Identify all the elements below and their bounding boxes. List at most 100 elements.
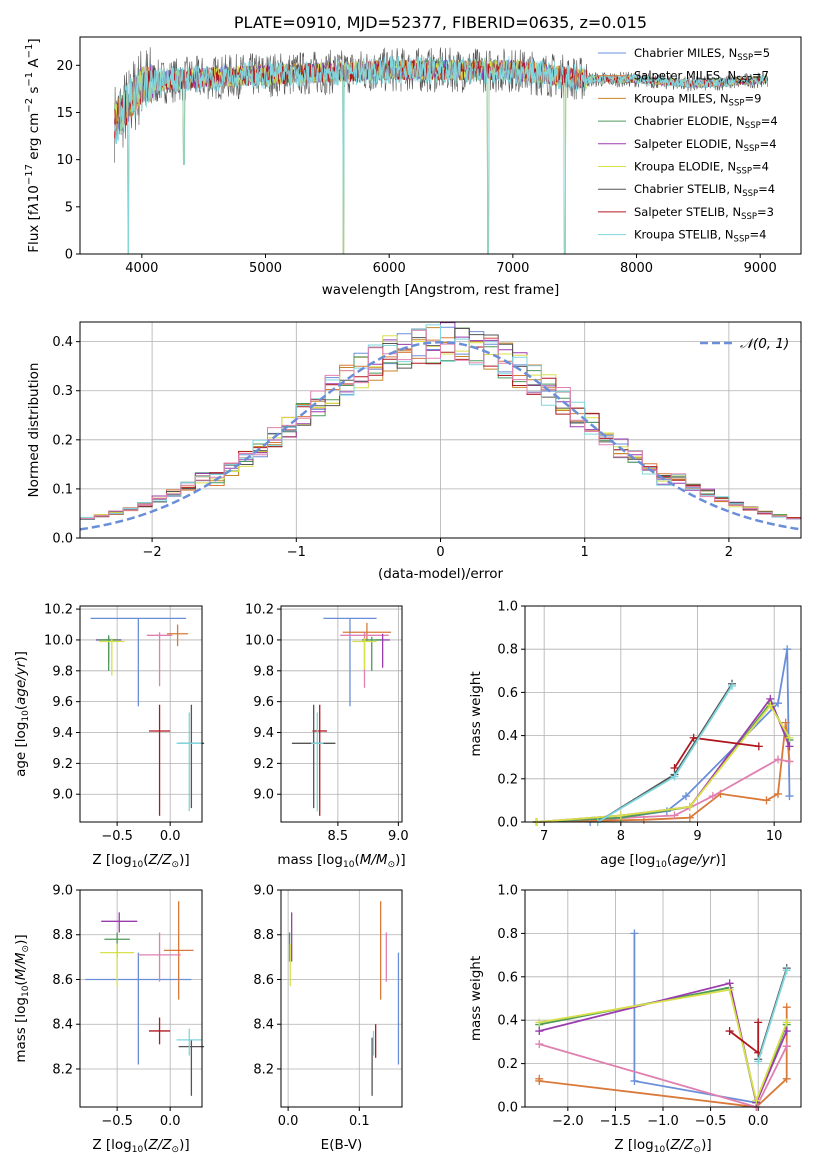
x-tick-label: 8.5: [328, 829, 349, 844]
legend-entry: Chabrier ELODIE, NSSP=4: [634, 114, 778, 131]
series-line: [536, 722, 791, 823]
y-tick-label: 9.4: [52, 726, 73, 741]
x-tick-label: 8: [617, 829, 625, 844]
y-tick-label: 0.2: [497, 772, 518, 787]
y-tick-label: 8.6: [253, 973, 274, 988]
y-tick-label: 0.6: [497, 686, 518, 701]
y-tick-label: 8.2: [52, 1062, 73, 1077]
mass-vs-extinction-panel: 0.0 0.1 8.2 8.4 8.6 8.8 9.0 E(B-V): [253, 884, 403, 1153]
mass-weight-series: [754, 966, 791, 1066]
spectrum-title: PLATE=0910, MJD=52377, FIBERID=0635, z=0…: [234, 13, 647, 32]
plus-marker: [774, 755, 782, 764]
y-tick-label: 9.0: [253, 788, 274, 803]
spectrum-y-label: Flux [fλ10−17 erg cm−2 s−1 A−1]: [24, 38, 42, 252]
errorbar-point: [146, 632, 173, 687]
plus-marker: [785, 733, 794, 742]
x-tick-label: −1: [287, 545, 306, 560]
y-tick-label: 0.4: [52, 335, 73, 350]
x-tick-label: −0.5: [695, 1114, 727, 1129]
errorbar-point: [176, 712, 202, 812]
y-tick-label: 8.2: [253, 1062, 274, 1077]
x-axis-label: Z [log10(Z/Z⊙)]: [614, 1137, 711, 1155]
plus-marker: [782, 1074, 791, 1083]
y-tick-label: 8.4: [253, 1018, 274, 1033]
y-tick-label: 8.4: [52, 1018, 73, 1033]
y-tick-label: 0.2: [52, 433, 73, 448]
plus-marker: [752, 1096, 761, 1105]
plus-marker: [535, 1027, 544, 1036]
legend-entry: Kroupa MILES, NSSP=9: [634, 91, 761, 108]
plus-marker: [670, 772, 679, 781]
x-tick-label: 0.0: [748, 1114, 769, 1129]
errorbar-point: [176, 1028, 202, 1056]
legend-entry: Kroupa STELIB, NSSP=4: [634, 228, 766, 245]
y-tick-label: 1.0: [497, 600, 518, 615]
errorbar-point: [362, 636, 382, 671]
plus-marker: [630, 1076, 639, 1085]
y-tick-label: 0.4: [497, 1014, 518, 1029]
errorbar-point: [312, 704, 327, 816]
mass-weight-series: [725, 1018, 763, 1057]
series-line: [539, 988, 788, 1104]
errorbar-point: [148, 1017, 171, 1045]
y-tick-label: 0.8: [497, 927, 518, 942]
plus-marker: [535, 1018, 544, 1027]
x-tick-label: −0.5: [101, 1114, 133, 1129]
axes-frame: [79, 36, 802, 255]
y-tick-label: 8.6: [52, 973, 73, 988]
y-tick-label: 8.8: [253, 928, 274, 943]
errorbar-point: [178, 704, 205, 809]
plus-marker: [670, 811, 679, 820]
errorbar-point: [166, 624, 189, 647]
x-tick-label: 2: [725, 545, 733, 560]
plus-marker: [725, 985, 734, 994]
plus-marker: [754, 742, 763, 751]
mass-weight-series: [535, 985, 791, 1105]
plus-marker: [682, 792, 690, 801]
axes-frame: [280, 605, 403, 823]
axes-frame: [524, 605, 802, 823]
x-tick-label: 9: [693, 829, 701, 844]
x-tick-label: 8000: [620, 261, 653, 276]
plus-marker: [630, 929, 639, 938]
x-tick-label: 1: [581, 545, 589, 560]
mass-vs-metallicity-panel: −0.5 0.0 8.2 8.4 8.6 8.8 9.0 Z [log10(Z/Z⊙)] mas…: [13, 884, 205, 1155]
plus-marker: [762, 796, 771, 805]
x-axis-label: mass [log10(M/M⊙)]: [277, 852, 405, 870]
mass-weight-series: [630, 929, 761, 1107]
y-tick-label: 10.0: [245, 633, 274, 648]
spectrum-x-label: wavelength [Angstrom, rest frame]: [322, 282, 560, 298]
errorbar-point: [375, 633, 390, 668]
axes-frame: [79, 889, 203, 1108]
plus-marker: [785, 742, 794, 751]
mass-weight-series: [593, 679, 736, 826]
x-tick-label: 6000: [373, 261, 406, 276]
mass-weight-vs-metallicity-panel: −2.0 −1.5 −1.0 −0.5 0.0 0.0 0.2 0.4 0.6 0.8 1.0 Z […: [468, 884, 802, 1155]
legend-entry: Salpeter STELIB, NSSP=3: [634, 205, 774, 222]
errorbar-point: [85, 952, 192, 1065]
x-tick-label: 9.0: [388, 829, 409, 844]
x-tick-label: 9000: [744, 261, 777, 276]
spectrum-panel: 4000 5000 6000 7000 8000 9000 0 5 10 15 20 PLATE=09…: [24, 13, 802, 298]
mass-weight-series: [532, 699, 794, 826]
x-tick-label: −1.0: [647, 1114, 679, 1129]
plus-marker: [785, 792, 794, 801]
plus-marker: [616, 811, 625, 820]
errorbar-point: [100, 943, 135, 987]
plus-marker: [754, 1057, 763, 1066]
spectrum-legend: Chabrier MILES, NSSP=5 Salpeter MILES, NS…: [598, 46, 778, 245]
x-axis-label: Z [log10(Z/Z⊙)]: [92, 1137, 189, 1155]
y-tick-label: 0.0: [497, 816, 518, 831]
errorbar-point: [163, 901, 194, 1000]
histogram-series: [80, 329, 801, 521]
x-tick-label: 0.0: [278, 1114, 299, 1129]
y-tick-label: 0.4: [497, 729, 518, 744]
plus-marker: [535, 1076, 544, 1085]
errorbar-point: [138, 932, 181, 982]
x-axis-label: age [log10(age/yr)]: [600, 852, 726, 870]
legend-entry: 𝒩(0, 1): [740, 336, 789, 352]
errorbar-point: [291, 704, 336, 809]
y-axis-label: mass weight: [468, 956, 484, 1041]
y-tick-label: 9.8: [253, 664, 274, 679]
